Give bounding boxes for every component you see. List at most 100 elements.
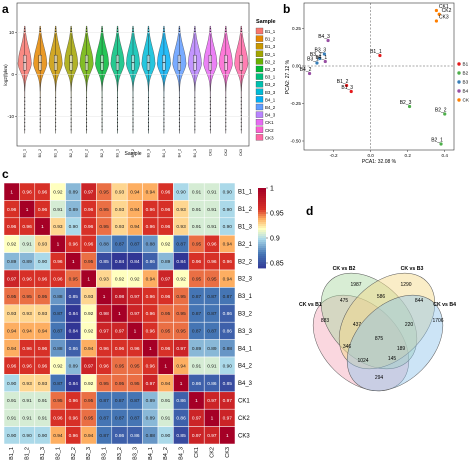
heatmap-cell-value: 0.97 (115, 329, 125, 335)
heatmap-cell-value: 0.84 (69, 381, 79, 387)
pca-point-B3_2 (318, 56, 322, 61)
heatmap-cell-value: 0.97 (84, 363, 94, 369)
violin-legend-swatch (255, 43, 264, 50)
heatmap-cell-value: 0.95 (22, 294, 32, 300)
violin-outlier (132, 107, 134, 109)
violin-xtick-label: B3_2 (131, 149, 135, 157)
heatmap-cell-value: 0.86 (69, 346, 79, 352)
pca-legend-marker (457, 80, 461, 84)
colorbar-segment (258, 246, 266, 249)
heatmap-cell-value: 0.96 (69, 433, 79, 439)
heatmap-row-label: B2_2 (238, 259, 253, 265)
heatmap-cell-value: 0.86 (146, 259, 156, 265)
colorbar-segment (258, 198, 266, 201)
heatmap-cell-value: 0.92 (84, 329, 94, 335)
venn-set-label: CK vs B2 (333, 266, 356, 272)
violin-outlier (86, 118, 88, 120)
pca-point-label: B2_3 (400, 100, 412, 106)
violin-xtick-label: B4_3 (193, 149, 197, 157)
violin-outlier (225, 129, 227, 131)
violin-outlier (225, 31, 227, 33)
pca-point-B4_3 (326, 38, 330, 43)
colorbar-segment (258, 252, 266, 255)
heatmap-cell-value: 0.95 (192, 276, 202, 282)
heatmap-cell-value: 0.91 (207, 224, 217, 230)
heatmap-cell-value: 0.95 (161, 311, 171, 317)
pca-point-CK3 (434, 19, 439, 23)
heatmap-cell-value: 0.96 (207, 259, 217, 265)
violin-outlier (24, 31, 26, 33)
heatmap-cell-value: 0.96 (115, 346, 125, 352)
violin-outlier (132, 122, 134, 124)
violin-outlier (86, 114, 88, 117)
heatmap-cell-value: 0.92 (115, 276, 125, 282)
heatmap-cell-value: 1 (87, 276, 90, 282)
violin-outlier (101, 104, 103, 106)
violin-outlier (240, 125, 242, 127)
colorbar-segment (258, 208, 266, 211)
heatmap-cell-value: 0.89 (69, 363, 79, 369)
violin-outlier (163, 114, 165, 117)
colorbar-segment (258, 238, 266, 241)
heatmap-cell-value: 0.95 (176, 329, 186, 335)
heatmap-cell-value: 0.88 (223, 346, 233, 352)
violin-outlier (55, 97, 57, 99)
violin-outlier (86, 28, 88, 30)
heatmap-cell-value: 0.85 (223, 381, 233, 387)
violin-outlier (24, 122, 26, 124)
colorbar-tick-label: 0.85 (270, 261, 284, 268)
violin-legend-swatch (255, 88, 264, 95)
violin-outlier (55, 107, 57, 109)
violin-legend-swatch (255, 119, 264, 126)
heatmap-cell-value: 0.87 (99, 398, 109, 404)
venn-region-B3_B4: 844 (415, 298, 424, 304)
heatmap-cell-value: 0.94 (223, 276, 233, 282)
heatmap-cell-value: 0.84 (176, 259, 186, 265)
violin-outlier (101, 129, 103, 131)
violin-outlier (39, 125, 41, 127)
pca-ytick-label: -0.25 (291, 101, 302, 106)
colorbar-segment (258, 200, 266, 203)
violin-outlier (240, 111, 242, 113)
heatmap-cell-value: 0.91 (192, 207, 202, 213)
violin-outlier (147, 97, 150, 99)
heatmap-cell-value: 0.85 (99, 259, 109, 265)
heatmap-cell-value: 0.91 (22, 242, 32, 248)
heatmap-cell-value: 0.94 (146, 189, 156, 195)
heatmap-row-label: B2_1 (238, 242, 253, 248)
violin-outlier (147, 107, 150, 109)
heatmap-cell-value: 0.90 (223, 363, 233, 369)
heatmap-cell-value: 0.85 (176, 433, 186, 439)
violin-legend-label: B3_1 (265, 75, 276, 80)
heatmap-cell-value: 0.91 (192, 363, 202, 369)
violin-outlier (132, 111, 134, 113)
heatmap-col-label: B3_3 (132, 447, 138, 460)
heatmap-col-label: B4_3 (179, 447, 185, 460)
violin-outlier (209, 31, 211, 33)
violin-outlier (178, 114, 180, 117)
heatmap-cell-value: 0.91 (38, 416, 48, 422)
violin-outlier (39, 104, 41, 106)
heatmap-cell-value: 0.96 (99, 363, 109, 369)
violin-outlier (240, 122, 242, 124)
heatmap-cell-value: 0.96 (38, 189, 48, 195)
venn-region-B2_only: 1987 (350, 282, 361, 288)
heatmap-cell-value: 0.93 (115, 207, 125, 213)
heatmap-cell-value: 0.93 (22, 311, 32, 317)
pca-legend-marker (457, 71, 461, 75)
violin-outlier (86, 111, 88, 113)
pca-point-label: CK3 (439, 15, 449, 21)
heatmap-cell-value: 0.94 (176, 363, 186, 369)
heatmap-col-label: CK2 (209, 447, 215, 458)
colorbar-segment (258, 228, 266, 231)
pca-point-label: B1_1 (370, 49, 382, 55)
heatmap-cell-value: 0.96 (22, 224, 32, 230)
heatmap-cell-value: 0.97 (207, 433, 217, 439)
heatmap-cell-value: 0.84 (130, 259, 140, 265)
heatmap-cell-value: 0.88 (53, 294, 63, 300)
colorbar-segment (258, 254, 266, 257)
heatmap-cell-value: 0.96 (161, 207, 171, 213)
heatmap-cell-value: 0.95 (84, 416, 94, 422)
violin-outlier (147, 100, 150, 102)
heatmap-cell-value: 0.87 (192, 294, 202, 300)
